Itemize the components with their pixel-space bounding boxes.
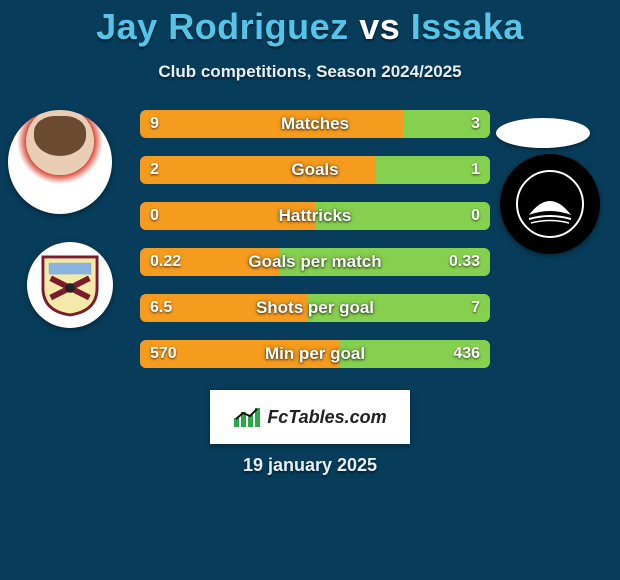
date-text: 19 january 2025 [0,455,620,476]
stat-value-right: 7 [471,294,480,322]
stat-row: 00Hattricks [140,202,490,230]
stat-value-left: 0 [150,202,159,230]
club2-crest [500,154,600,254]
stat-bar-left [140,110,403,138]
source-text: FcTables.com [267,407,386,428]
stat-bars: 93Matches21Goals00Hattricks0.220.33Goals… [140,110,490,386]
stat-row: 93Matches [140,110,490,138]
stat-value-left: 6.5 [150,294,172,322]
subtitle: Club competitions, Season 2024/2025 [0,62,620,82]
player2-name: Issaka [411,6,524,47]
stat-bar-left [140,202,315,230]
player1-avatar [8,110,112,214]
club1-crest [27,242,113,328]
stat-value-right: 0 [471,202,480,230]
stat-row: 6.57Shots per goal [140,294,490,322]
comparison-title: Jay Rodriguez vs Issaka [0,0,620,48]
stat-value-right: 436 [453,340,480,368]
stat-value-left: 9 [150,110,159,138]
stat-value-left: 0.22 [150,248,181,276]
stat-bar-right [315,202,490,230]
stat-row: 570436Min per goal [140,340,490,368]
fctables-icon [233,406,261,428]
vs-text: vs [359,6,400,47]
stat-value-right: 3 [471,110,480,138]
source-badge: FcTables.com [210,390,410,444]
stat-value-left: 2 [150,156,159,184]
stat-row: 21Goals [140,156,490,184]
stat-value-left: 570 [150,340,177,368]
player2-placeholder-oval [496,118,590,148]
stat-bar-left [140,156,375,184]
stat-value-right: 0.33 [449,248,480,276]
player1-name: Jay Rodriguez [96,6,349,47]
stat-row: 0.220.33Goals per match [140,248,490,276]
stat-bar-right [308,294,490,322]
stat-value-right: 1 [471,156,480,184]
